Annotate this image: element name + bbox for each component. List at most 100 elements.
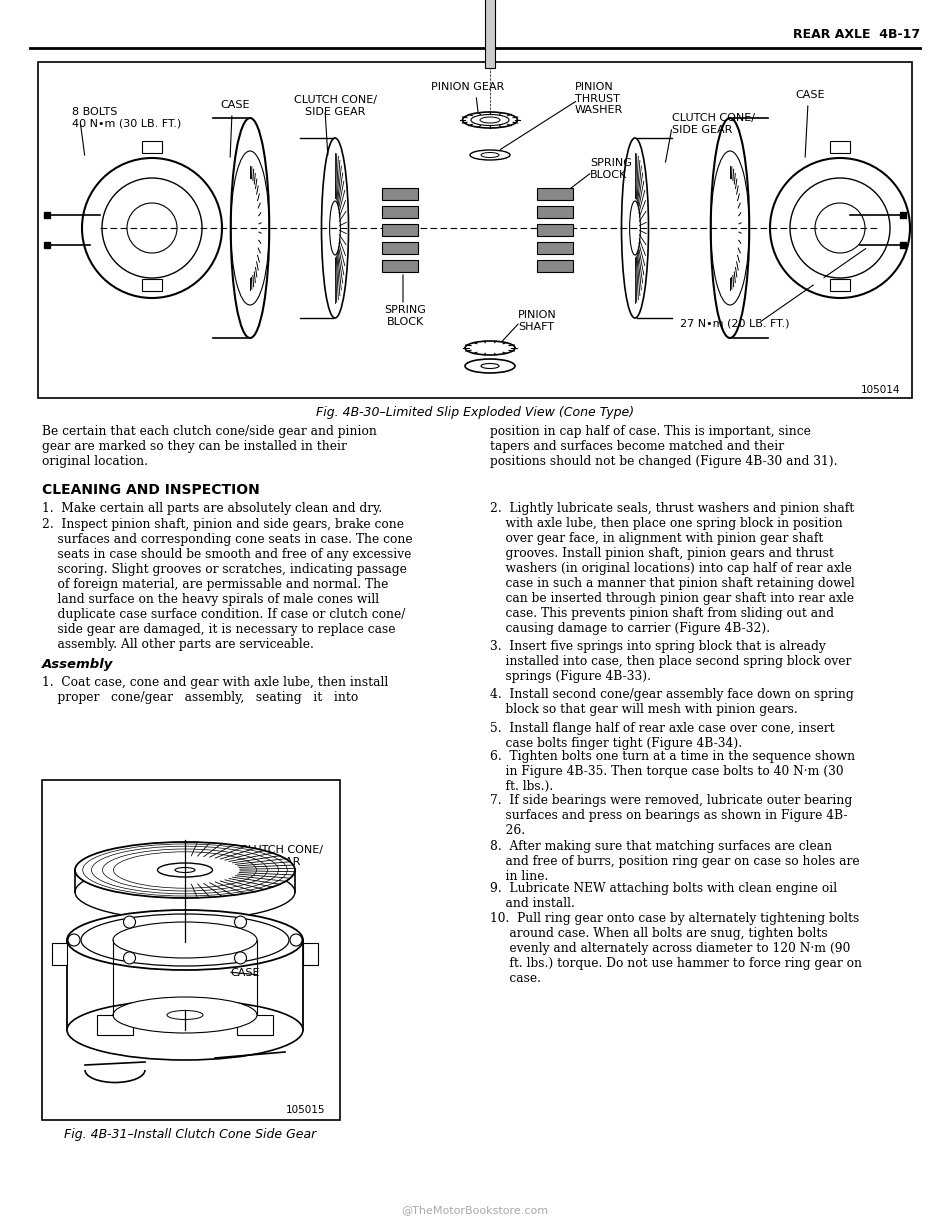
Text: 5.  Install flange half of rear axle case over cone, insert
    case bolts finge: 5. Install flange half of rear axle case…: [490, 721, 835, 750]
Circle shape: [235, 952, 246, 964]
Circle shape: [124, 170, 136, 181]
Ellipse shape: [158, 863, 213, 878]
Text: 4.  Install second cone/gear assembly face down on spring
    block so that gear: 4. Install second cone/gear assembly fac…: [490, 688, 854, 717]
Circle shape: [887, 245, 898, 256]
Text: CLUTCH CONE/
SIDE GEAR: CLUTCH CONE/ SIDE GEAR: [294, 95, 376, 117]
Bar: [537, 224, 573, 236]
Ellipse shape: [465, 340, 515, 355]
Text: REAR AXLE  4B-17: REAR AXLE 4B-17: [793, 28, 920, 42]
Bar: [42, 780, 340, 1120]
Bar: [52, 943, 67, 965]
Ellipse shape: [470, 150, 510, 160]
Text: PINION
SHAFT: PINION SHAFT: [518, 310, 557, 332]
Ellipse shape: [81, 914, 289, 966]
Circle shape: [235, 916, 246, 928]
Bar: [830, 279, 850, 291]
Ellipse shape: [113, 997, 257, 1034]
Circle shape: [200, 200, 210, 211]
Ellipse shape: [481, 364, 499, 369]
Bar: [382, 224, 418, 236]
Text: SPRING
BLOCK: SPRING BLOCK: [590, 159, 632, 179]
Ellipse shape: [463, 112, 518, 128]
Circle shape: [124, 275, 136, 286]
Text: CASE: CASE: [230, 968, 259, 978]
Bar: [900, 211, 906, 218]
Text: 2.  Inspect pinion shaft, pinion and side gears, brake cone
    surfaces and cor: 2. Inspect pinion shaft, pinion and side…: [42, 517, 412, 651]
Text: CLUTCH CONE/
SIDE GEAR: CLUTCH CONE/ SIDE GEAR: [672, 113, 755, 135]
Circle shape: [68, 934, 80, 946]
Circle shape: [856, 170, 867, 181]
Text: @TheMotorBookstore.com: @TheMotorBookstore.com: [402, 1204, 548, 1215]
Text: 27 N•m (20 LB. FT.): 27 N•m (20 LB. FT.): [680, 318, 789, 328]
Ellipse shape: [67, 1000, 303, 1059]
Bar: [237, 1015, 273, 1035]
Ellipse shape: [481, 152, 499, 157]
Text: 6.  Tighten bolts one turn at a time in the sequence shown
    in Figure 4B-35. : 6. Tighten bolts one turn at a time in t…: [490, 750, 855, 793]
Text: 1.  Coat case, cone and gear with axle lube, then install
    proper   cone/gear: 1. Coat case, cone and gear with axle lu…: [42, 676, 389, 704]
Text: Be certain that each clutch cone/side gear and pinion
gear are marked so they ca: Be certain that each clutch cone/side ge…: [42, 425, 377, 468]
Text: 105014: 105014: [861, 385, 900, 395]
Text: CLUTCH CONE/
SIDE GEAR: CLUTCH CONE/ SIDE GEAR: [240, 846, 323, 866]
Text: Assembly: Assembly: [42, 658, 113, 671]
Text: 8.  After making sure that matching surfaces are clean
    and free of burrs, po: 8. After making sure that matching surfa…: [490, 839, 860, 882]
Bar: [537, 261, 573, 272]
Ellipse shape: [113, 922, 257, 957]
Bar: [485, 0, 495, 68]
Ellipse shape: [140, 929, 230, 951]
Bar: [97, 1015, 133, 1035]
Circle shape: [124, 952, 136, 964]
Ellipse shape: [167, 1010, 203, 1020]
Bar: [537, 206, 573, 218]
Bar: [303, 943, 318, 965]
Bar: [537, 242, 573, 254]
Text: CASE: CASE: [220, 100, 250, 111]
Circle shape: [782, 200, 793, 211]
Bar: [830, 141, 850, 152]
Text: SPRING
BLOCK: SPRING BLOCK: [384, 305, 426, 327]
Bar: [44, 242, 50, 248]
Bar: [38, 61, 912, 398]
Circle shape: [782, 245, 793, 256]
Circle shape: [887, 200, 898, 211]
Text: CASE: CASE: [795, 90, 825, 100]
Circle shape: [168, 170, 180, 181]
Bar: [142, 279, 162, 291]
Bar: [142, 141, 162, 152]
Bar: [382, 206, 418, 218]
Circle shape: [812, 170, 824, 181]
Text: 2.  Lightly lubricate seals, thrust washers and pinion shaft
    with axle lube,: 2. Lightly lubricate seals, thrust washe…: [490, 501, 855, 635]
Text: 1.  Make certain all parts are absolutely clean and dry.: 1. Make certain all parts are absolutely…: [42, 501, 382, 515]
Circle shape: [168, 275, 180, 286]
Ellipse shape: [67, 909, 303, 970]
Text: 105015: 105015: [286, 1105, 325, 1115]
Text: 3.  Insert five springs into spring block that is already
    installed into cas: 3. Insert five springs into spring block…: [490, 640, 851, 683]
Circle shape: [856, 275, 867, 286]
Circle shape: [94, 245, 104, 256]
Text: Fig. 4B-31–Install Clutch Cone Side Gear: Fig. 4B-31–Install Clutch Cone Side Gear: [64, 1128, 316, 1141]
Text: Fig. 4B-30–Limited Slip Exploded View (Cone Type): Fig. 4B-30–Limited Slip Exploded View (C…: [316, 406, 634, 419]
Circle shape: [290, 934, 302, 946]
Circle shape: [94, 200, 104, 211]
Bar: [382, 261, 418, 272]
Ellipse shape: [471, 114, 509, 125]
Text: PINION GEAR: PINION GEAR: [431, 82, 504, 92]
Ellipse shape: [480, 117, 500, 123]
Bar: [382, 188, 418, 200]
Bar: [900, 242, 906, 248]
Text: 10.  Pull ring gear onto case by alternately tightening bolts
     around case. : 10. Pull ring gear onto case by alternat…: [490, 912, 862, 984]
Text: position in cap half of case. This is important, since
tapers and surfaces becom: position in cap half of case. This is im…: [490, 425, 838, 468]
Text: 8 BOLTS
40 N•m (30 LB. FT.): 8 BOLTS 40 N•m (30 LB. FT.): [72, 107, 181, 129]
Text: PINION
THRUST
WASHER: PINION THRUST WASHER: [575, 82, 623, 116]
Ellipse shape: [175, 868, 195, 873]
Ellipse shape: [465, 359, 515, 372]
Circle shape: [812, 275, 824, 286]
Text: CLEANING AND INSPECTION: CLEANING AND INSPECTION: [42, 483, 259, 497]
Bar: [537, 188, 573, 200]
Ellipse shape: [75, 842, 295, 898]
Circle shape: [124, 916, 136, 928]
Bar: [382, 242, 418, 254]
Text: 7.  If side bearings were removed, lubricate outer bearing
    surfaces and pres: 7. If side bearings were removed, lubric…: [490, 794, 852, 837]
Text: 9.  Lubricate NEW attaching bolts with clean engine oil
    and install.: 9. Lubricate NEW attaching bolts with cl…: [490, 882, 837, 909]
Bar: [44, 211, 50, 218]
Circle shape: [200, 245, 210, 256]
